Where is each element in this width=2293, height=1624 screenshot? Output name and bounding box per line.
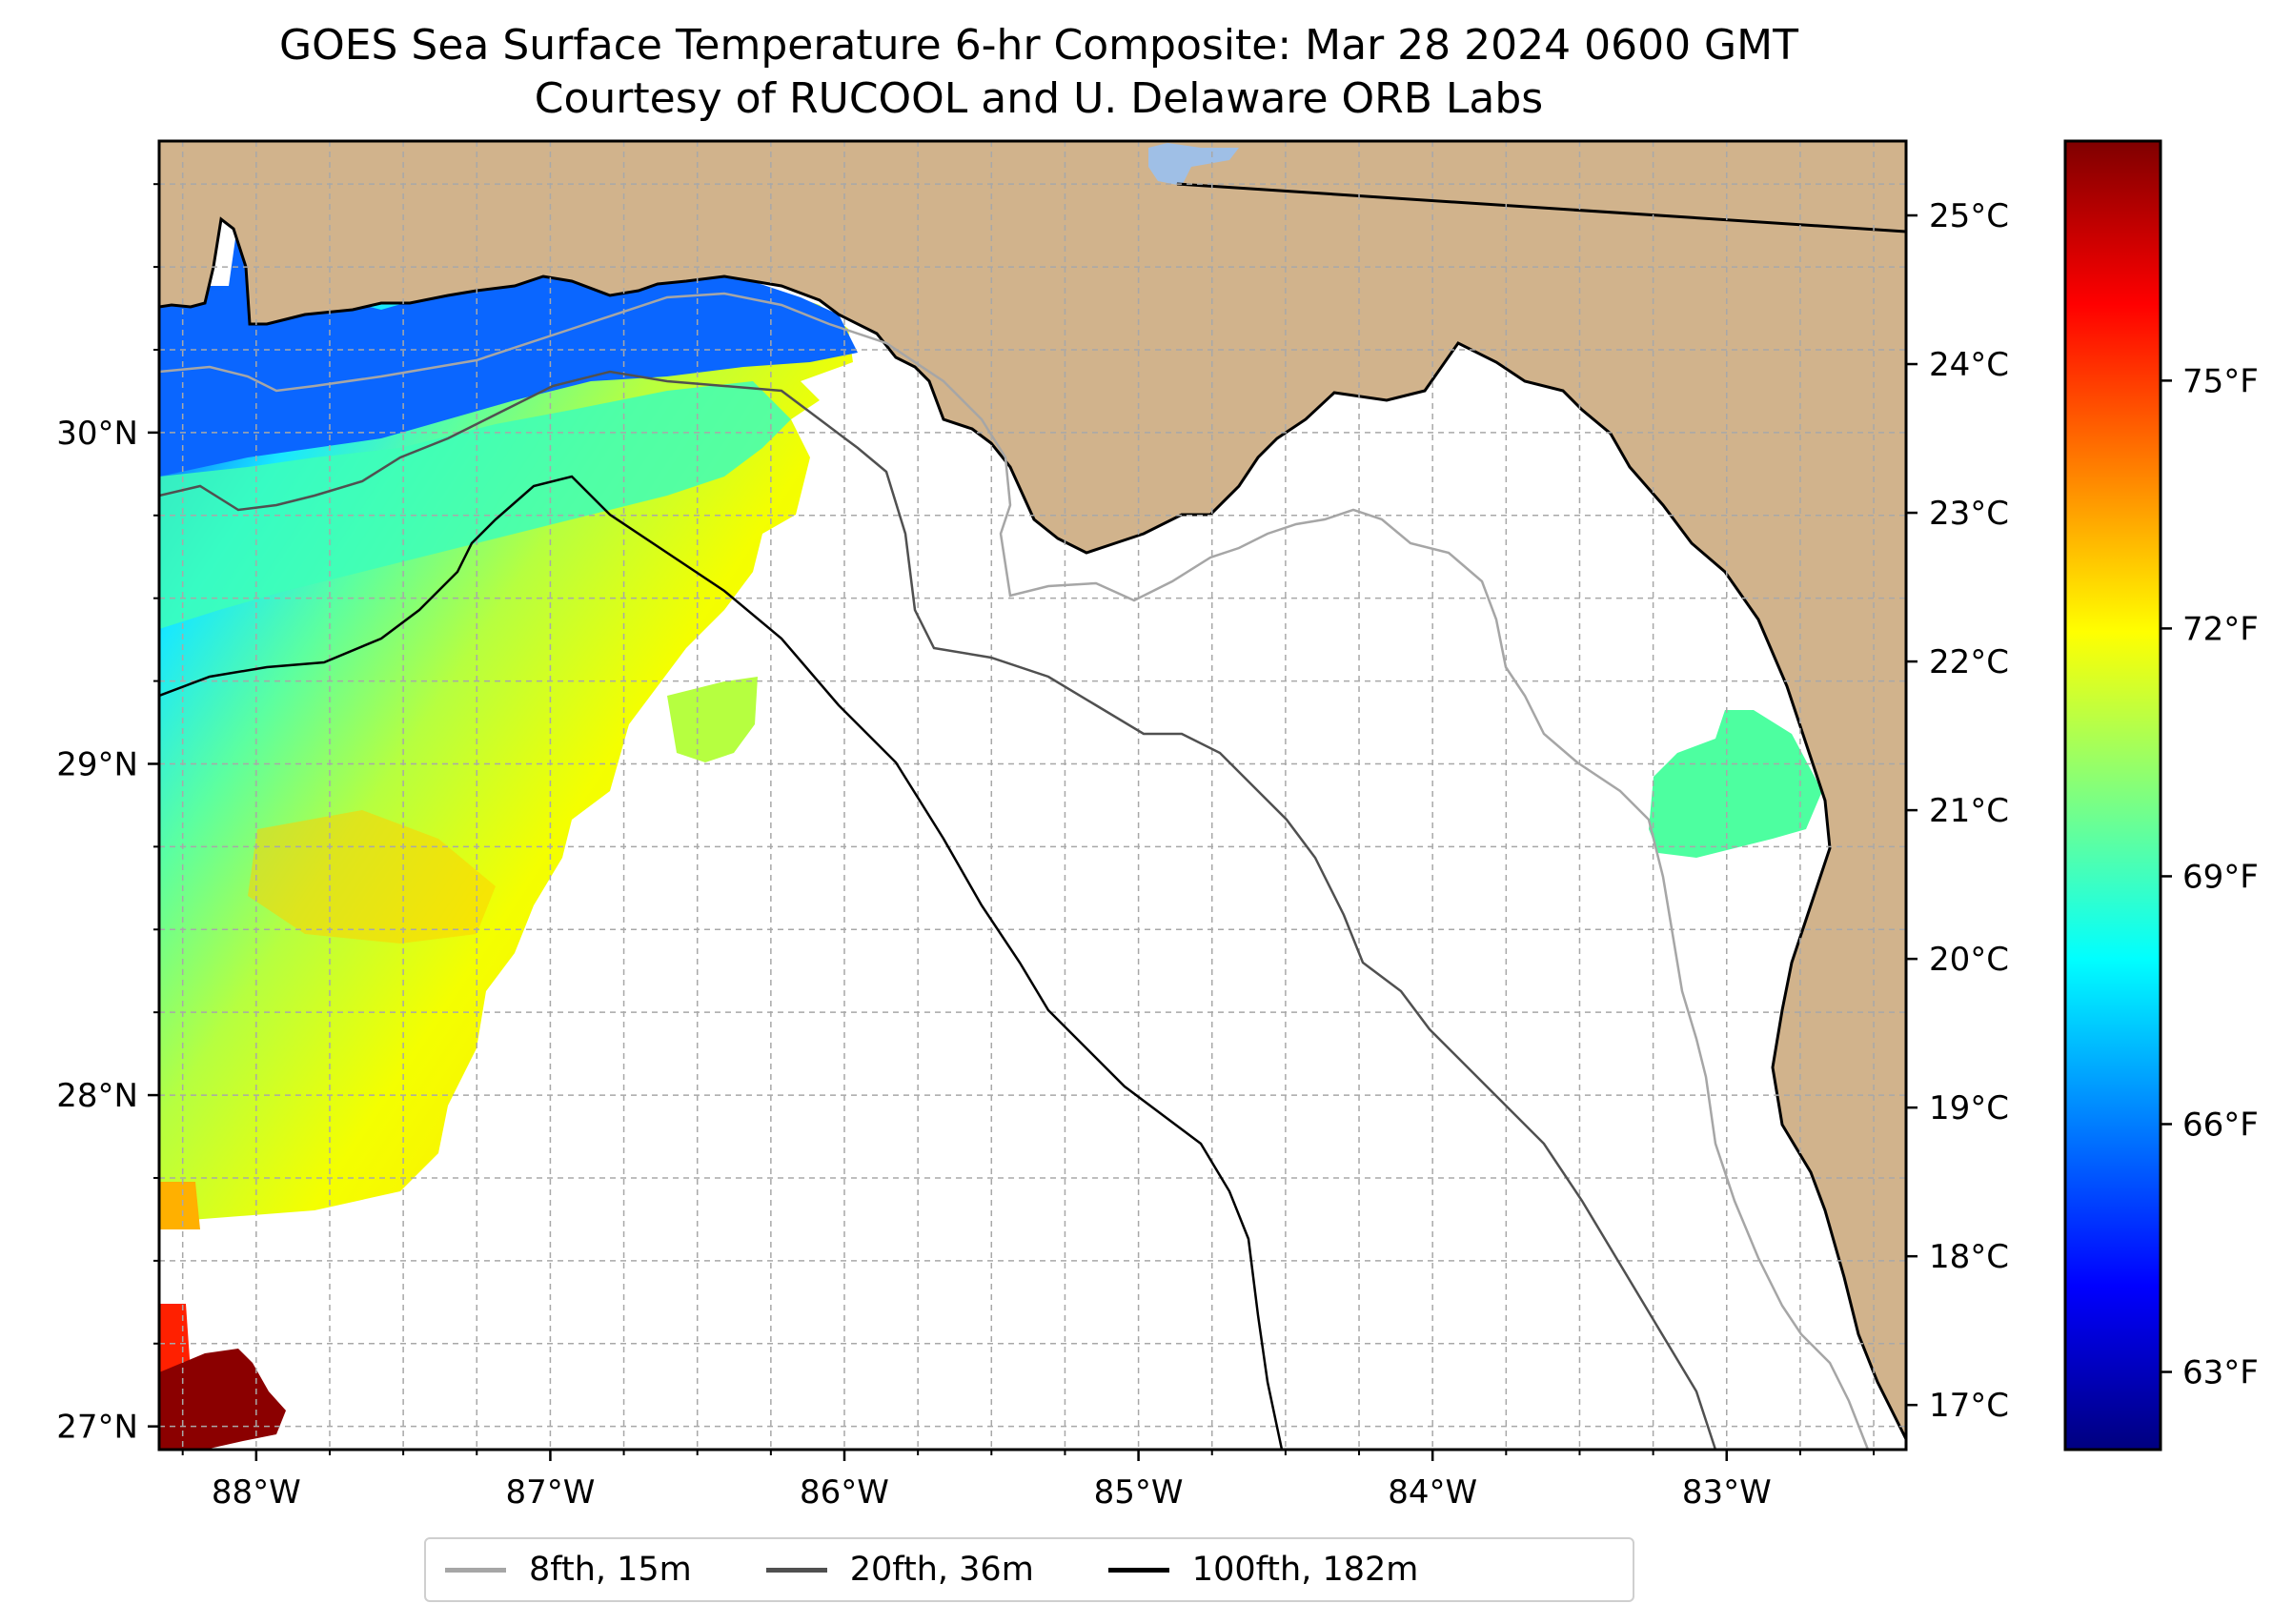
lat-tick-label: 29°N [56,745,138,783]
legend-label-20fth: 20fth, 36m [849,1551,1034,1589]
sst-orange-patch [159,1182,200,1229]
sst-tick-label: 25°C [1929,197,2009,235]
lon-tick-label: 86°W [800,1473,889,1512]
sst-tick-label: 19°C [1929,1089,2009,1127]
lon-tick-label: 88°W [212,1473,301,1512]
longitude-axis: 88°W 87°W 86°W 85°W 84°W 83°W [181,1450,1876,1512]
sst-tick-label: 23°C [1929,495,2009,533]
map-title: GOES Sea Surface Temperature 6-hr Compos… [278,21,1798,70]
latitude-axis: 30°N 29°N 28°N 27°N [56,183,159,1447]
inland-lake [1148,143,1239,186]
map-frame [157,139,1908,1451]
legend-swatch-20fth [765,1567,827,1573]
legend-label-8fth: 8fth, 15m [529,1551,692,1589]
cb-tick-label: 72°F [2182,610,2259,648]
sst-coastal-band-blue [159,191,858,477]
sst-tick-label: 21°C [1929,792,2009,830]
sst-tick-label: 17°C [1929,1387,2009,1425]
lat-tick-label: 27°N [56,1409,138,1447]
sst-tick-label: 22°C [1929,643,2009,681]
legend-label-100fth: 100fth, 182m [1191,1551,1419,1589]
sst-east-patch [1649,710,1822,858]
sst-tick-label: 24°C [1929,346,2009,384]
isobath-legend: 8fth, 15m 20fth, 36m 100fth, 182m [424,1537,1634,1602]
lon-tick-label: 84°W [1388,1473,1477,1512]
sst-warm-patch [248,810,496,944]
sst-small-patch [667,677,758,762]
legend-swatch-8fth [445,1567,506,1573]
sst-shelf-patch [159,381,791,629]
lon-tick-label: 87°W [505,1473,595,1512]
cb-tick-label: 66°F [2182,1106,2259,1144]
sst-celsius-axis: 25°C 24°C 23°C 22°C 21°C 20°C 19°C 18°C 17°C [1906,197,2009,1425]
gridlines [159,141,1906,1450]
lon-tick-label: 83°W [1682,1473,1772,1512]
cb-tick-label: 63°F [2182,1354,2259,1392]
legend-swatch-100fth [1107,1567,1169,1573]
legend-item-100fth: 100fth, 182m [1107,1551,1419,1589]
isobath-8fth [159,292,1870,1450]
colorbar-fahrenheit-axis: 75°F 72°F 69°F 66°F 63°F [2161,362,2259,1392]
colorbar [2063,139,2162,1451]
cb-tick-label: 75°F [2182,362,2259,400]
isobath-20fth [159,370,1717,1450]
cb-tick-label: 69°F [2182,858,2259,896]
legend-item-8fth: 8fth, 15m [445,1551,692,1589]
lon-tick-label: 85°W [1094,1473,1184,1512]
lat-tick-label: 28°N [56,1077,138,1115]
land [159,141,1906,1440]
map-subtitle: Courtesy of RUCOOL and U. Delaware ORB L… [534,74,1544,123]
sst-tick-label: 20°C [1929,941,2009,979]
legend-item-20fth: 20fth, 36m [765,1551,1034,1589]
isobath-100fth [159,475,1284,1450]
sst-darkred-patch [159,1349,286,1450]
lat-tick-label: 30°N [56,415,138,453]
sst-tick-label: 18°C [1929,1238,2009,1276]
state-border [1176,182,1906,233]
